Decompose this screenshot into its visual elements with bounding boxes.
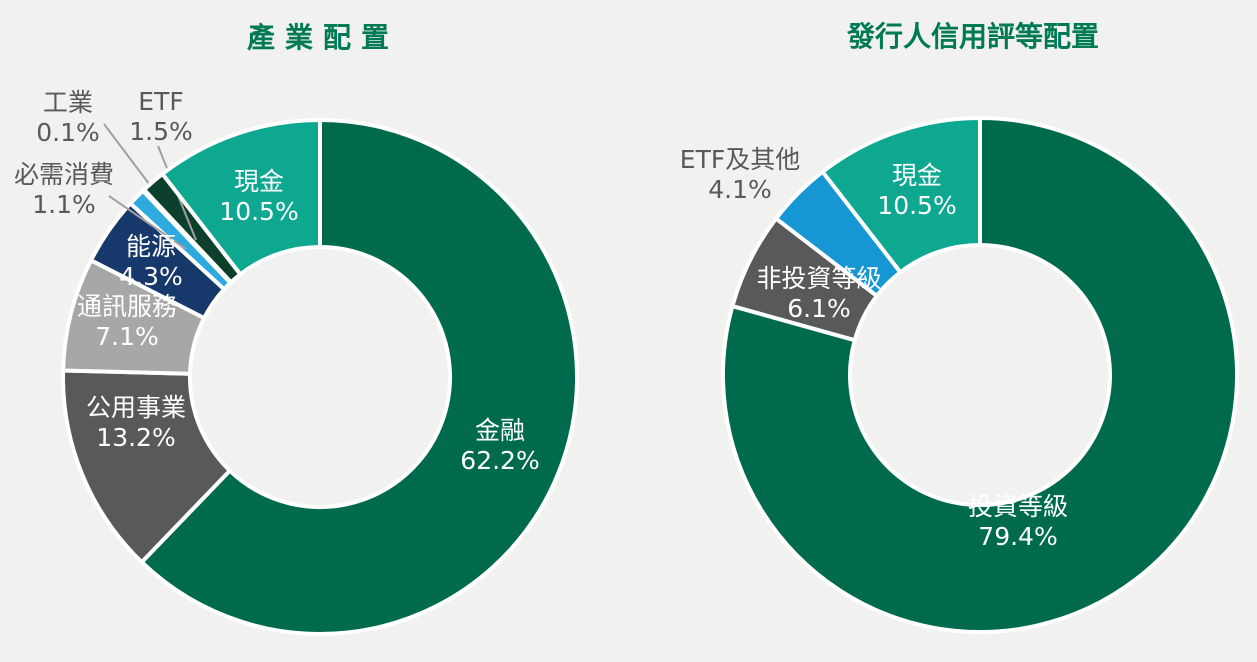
industry-allocation-title: 產業配置 [246,21,400,54]
donut-slice-金融 [139,118,579,636]
donut-slice-投資等級 [721,116,1239,634]
donut-slice-現金 [160,118,322,277]
leader-line-必需消費 [108,195,187,250]
industry-allocation-donut [61,118,579,636]
donut-slice-現金 [820,116,982,275]
credit-rating-allocation-donut [721,116,1239,634]
credit-rating-allocation-title: 發行人信用評等配置 [846,20,1100,53]
